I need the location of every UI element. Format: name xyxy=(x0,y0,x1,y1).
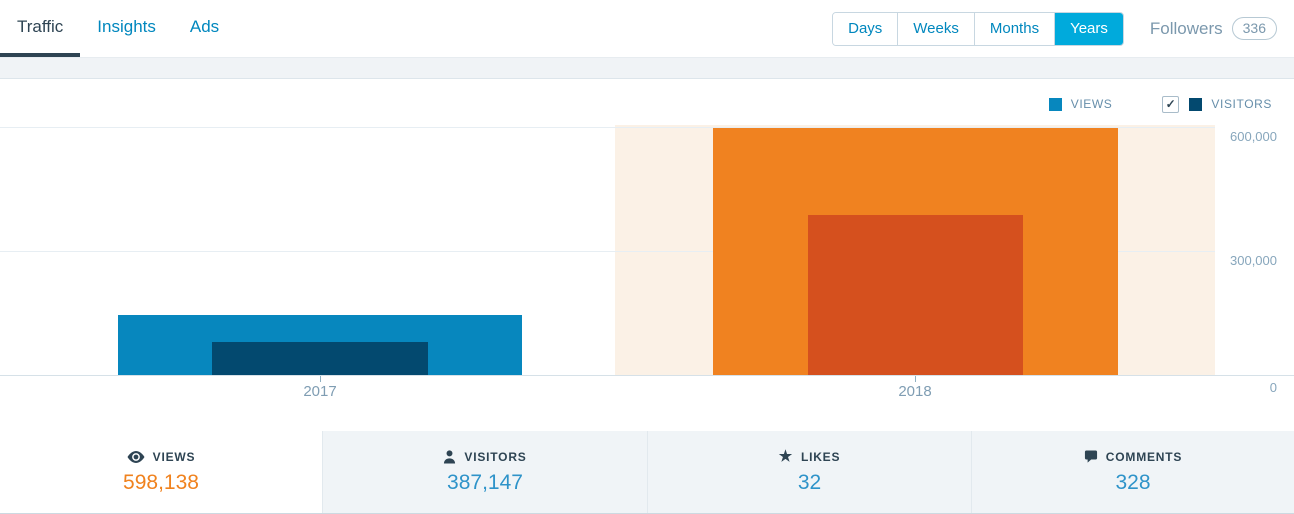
comment-bubble-icon xyxy=(1084,450,1097,463)
x-tick-2018 xyxy=(915,375,916,382)
period-toggle-group: Days Weeks Months Years xyxy=(832,11,1124,46)
legend-views: VIEWS xyxy=(1048,97,1113,111)
likes-value: 32 xyxy=(797,470,822,494)
comments-label-text: COMMENTS xyxy=(1105,449,1183,464)
section-tabs: Traffic Insights Ads xyxy=(0,0,236,57)
legend-visitors: ✓ VISITORS xyxy=(1162,95,1272,113)
legend-visitors-label: VISITORS xyxy=(1211,97,1272,111)
y-axis-label-600k: 600,000 xyxy=(1230,129,1277,144)
legend-views-label: VIEWS xyxy=(1070,97,1113,111)
comments-stat-label: COMMENTS xyxy=(1084,450,1182,464)
visitors-stat-label: VISITORS xyxy=(443,450,526,464)
visitors-label-text: VISITORS xyxy=(464,449,527,464)
views-stat-label: VIEWS xyxy=(127,450,196,464)
followers-count-badge: 336 xyxy=(1231,17,1277,40)
visitors-bar-2017[interactable] xyxy=(212,342,428,375)
star-icon: ★ xyxy=(778,447,793,465)
x-axis-line xyxy=(0,375,1294,376)
stat-cell-likes[interactable]: ★ LIKES 32 xyxy=(647,431,971,513)
views-swatch-icon xyxy=(1048,97,1062,111)
followers-link[interactable]: Followers 336 xyxy=(1150,17,1277,40)
visitors-value: 387,147 xyxy=(447,470,523,494)
stat-cell-comments[interactable]: COMMENTS 328 xyxy=(971,431,1294,513)
period-button-years[interactable]: Years xyxy=(1055,12,1123,45)
y-axis-label-0: 0 xyxy=(1269,380,1277,395)
summary-stats-bar: VIEWS 598,138 VISITORS 387,147 ★ LIKES 3… xyxy=(0,431,1294,514)
comments-value: 328 xyxy=(1115,470,1151,494)
views-label-text: VIEWS xyxy=(152,449,196,464)
visitors-bar-2018[interactable] xyxy=(807,215,1023,375)
x-axis-label-2017: 2017 xyxy=(303,383,337,400)
plot-area: 600,000 300,000 0 2017 2018 xyxy=(0,125,1294,400)
period-button-days[interactable]: Days xyxy=(833,12,899,45)
chart-legend: VIEWS ✓ VISITORS xyxy=(0,92,1294,116)
gridline-300k xyxy=(0,251,1215,252)
likes-label-text: LIKES xyxy=(800,449,841,464)
separator-band xyxy=(0,57,1294,79)
gridline-600k xyxy=(0,127,1215,128)
visitors-checkbox[interactable]: ✓ xyxy=(1162,95,1180,113)
y-axis-label-300k: 300,000 xyxy=(1230,253,1277,268)
period-button-months[interactable]: Months xyxy=(974,12,1056,45)
x-tick-2017 xyxy=(320,375,321,382)
user-icon xyxy=(444,449,456,463)
top-nav: Traffic Insights Ads Days Weeks Months Y… xyxy=(0,0,1294,57)
tab-traffic[interactable]: Traffic xyxy=(0,0,81,57)
visitors-swatch-icon xyxy=(1189,97,1203,111)
traffic-chart-module: VIEWS ✓ VISITORS 600,000 300,000 0 2017 … xyxy=(0,92,1294,431)
eye-icon xyxy=(127,450,145,463)
stat-cell-views[interactable]: VIEWS 598,138 xyxy=(0,431,322,513)
followers-label: Followers xyxy=(1149,18,1223,38)
x-axis-label-2018: 2018 xyxy=(898,383,932,400)
period-button-weeks[interactable]: Weeks xyxy=(898,12,975,45)
views-value: 598,138 xyxy=(123,470,199,494)
nav-right-controls: Days Weeks Months Years Followers 336 xyxy=(832,0,1294,57)
stat-cell-visitors[interactable]: VISITORS 387,147 xyxy=(322,431,647,513)
tab-ads[interactable]: Ads xyxy=(189,16,220,36)
likes-stat-label: ★ LIKES xyxy=(778,447,841,465)
tab-insights[interactable]: Insights xyxy=(97,16,156,36)
